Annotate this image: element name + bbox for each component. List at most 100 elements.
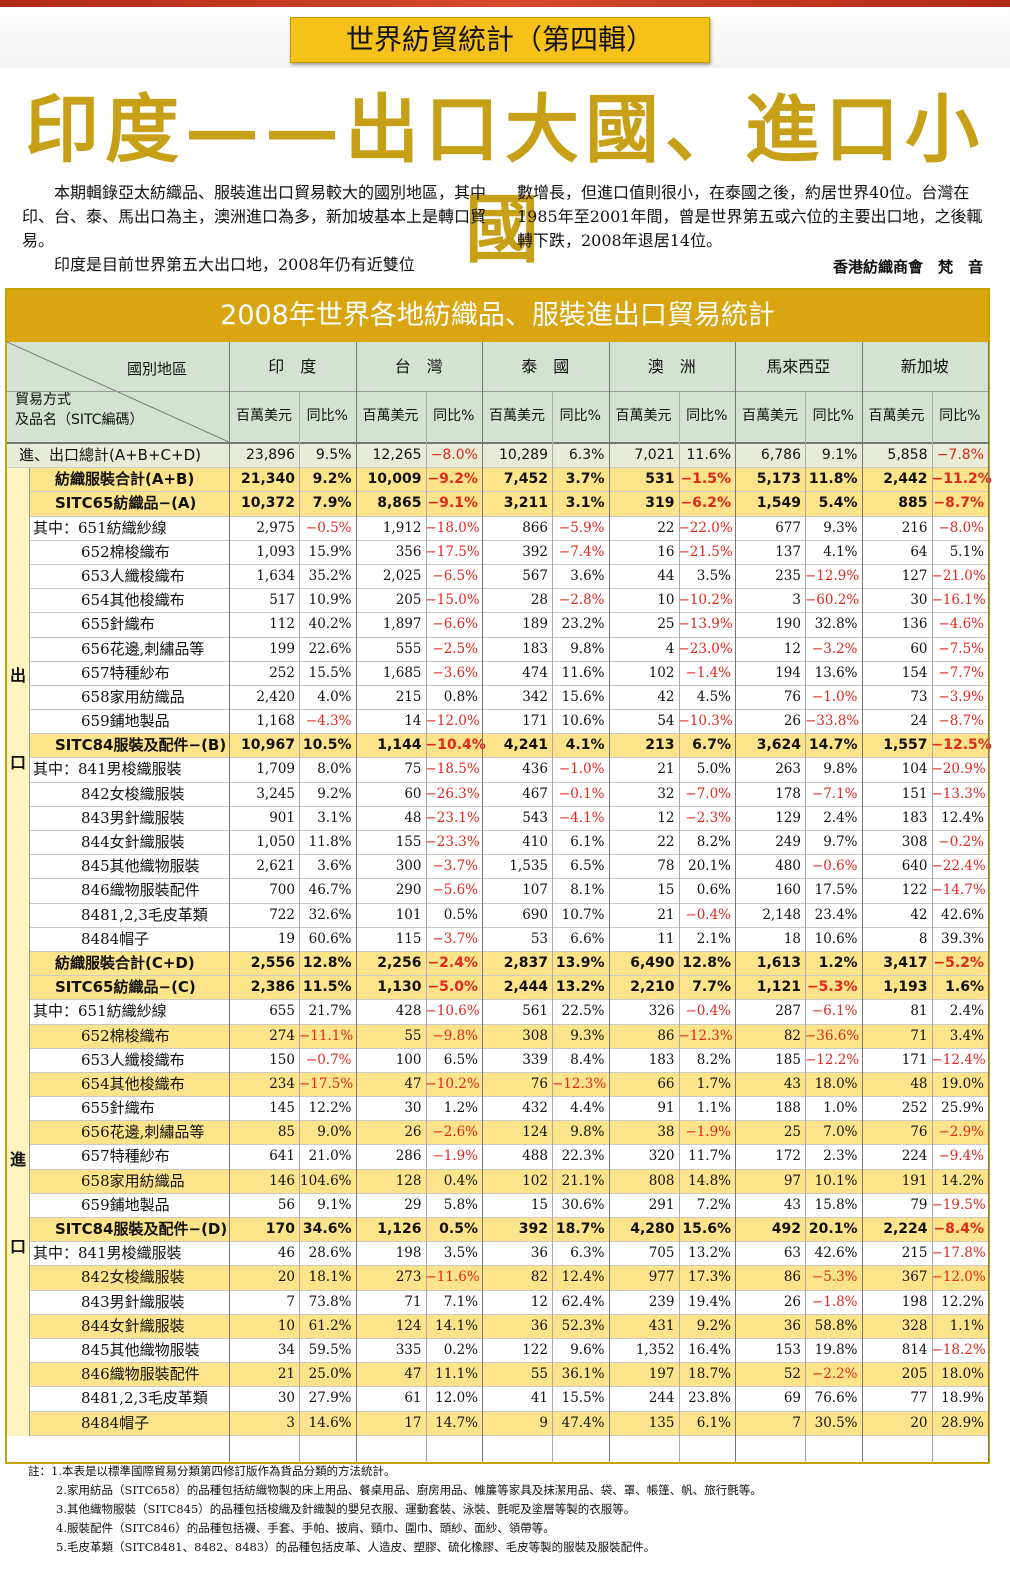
yoy-cell: 10.5%	[302, 737, 352, 754]
yoy-cell: −36.6%	[805, 1027, 860, 1044]
value-cell: 3,245	[256, 785, 295, 802]
value-cell: 29	[404, 1196, 422, 1213]
row-label: 8481,2,3毛皮革類	[81, 1389, 208, 1408]
corner-label-trade-line1: 貿易方式	[15, 392, 71, 408]
yoy-cell: −0.6%	[811, 858, 858, 875]
value-cell: 71	[404, 1293, 422, 1310]
row-label: 843男針織服裝	[81, 1292, 185, 1311]
yoy-cell: 8.1%	[570, 882, 605, 899]
value-cell: 30	[910, 592, 928, 609]
row-label: 654其他梭織布	[81, 591, 185, 610]
value-cell: 16	[657, 543, 675, 560]
yoy-cell: −18.2%	[931, 1341, 986, 1358]
yoy-cell: −10.3%	[678, 713, 733, 730]
subcolumn-divider	[931, 391, 933, 1462]
value-cell: 10,967	[240, 737, 295, 754]
table-row: 其中：841男梭織服裝 1,709 8.0% 75 −18.5% 436 −1.0% 21 5.…	[7, 758, 988, 783]
value-cell: 216	[901, 519, 928, 536]
value-cell: 326	[648, 1003, 675, 1020]
row-label: 653人纖梭織布	[81, 1050, 185, 1069]
value-cell: 5,858	[887, 447, 928, 463]
value-cell: 42	[910, 906, 928, 923]
value-cell: 56	[277, 1196, 295, 1213]
value-cell: 30	[277, 1390, 295, 1407]
yoy-cell: 20.1%	[688, 858, 731, 875]
value-cell: 190	[775, 616, 801, 633]
value-cell: 150	[269, 1051, 295, 1068]
footnote: 註：1.本表是以標準國際貿易分類第四修訂版作為貨品分類的方法統計。	[28, 1464, 396, 1478]
value-cell: 78	[657, 858, 675, 875]
export-section-label: 出口	[7, 468, 30, 953]
yoy-cell: −8.0%	[430, 447, 478, 463]
row-label: 其中：651紡織紗線	[33, 1002, 167, 1021]
headline: 印度——出口大國、進口小國	[25, 87, 985, 273]
value-cell: 11	[657, 930, 675, 947]
value-cell: 1,168	[256, 713, 295, 730]
yoy-cell: 73.8%	[308, 1293, 352, 1310]
yoy-cell: −10.2%	[425, 1075, 480, 1092]
yoy-cell: −8.7%	[938, 713, 984, 730]
value-cell: 122	[522, 1341, 548, 1358]
yoy-cell: −9.2%	[427, 471, 478, 488]
import-section-label-char2: 口	[9, 1236, 26, 1256]
value-cell: 866	[522, 519, 548, 536]
row-label: 842女梭織服裝	[81, 1268, 185, 1287]
corner-label-trade-line2: 及品名（SITC編碼）	[15, 412, 144, 428]
value-cell: 308	[522, 1027, 548, 1044]
value-cell: 73	[910, 688, 928, 705]
yoy-cell: −17.8%	[931, 1245, 986, 1262]
value-cell: 2,148	[762, 906, 801, 923]
row-label: 659鋪地製品	[81, 712, 170, 731]
yoy-cell: 30.5%	[814, 1414, 858, 1431]
yoy-cell: −22.0%	[678, 519, 733, 536]
yoy-cell: 10.1%	[814, 1172, 858, 1189]
value-cell: 1,549	[756, 495, 801, 512]
value-cell: 2,444	[503, 979, 548, 996]
yoy-cell: 11.1%	[435, 1366, 478, 1383]
value-cell: 335	[395, 1341, 422, 1358]
yoy-cell: 12.2%	[941, 1293, 984, 1310]
yoy-cell: 4.0%	[317, 688, 352, 705]
yoy-cell: 10.7%	[561, 906, 605, 923]
yoy-cell: 19.8%	[814, 1341, 858, 1358]
value-cell: 1,093	[256, 543, 295, 560]
value-cell: 23,896	[246, 447, 295, 463]
value-cell: 641	[269, 1148, 295, 1165]
value-cell: 814	[901, 1341, 928, 1358]
value-cell: 20	[910, 1414, 928, 1431]
author: 香港紡織商會 梵 音	[832, 258, 983, 276]
value-cell: 14	[404, 713, 422, 730]
yoy-cell: −0.4%	[685, 906, 731, 923]
value-cell: 2,556	[250, 954, 295, 971]
value-cell: 3,211	[503, 495, 548, 512]
value-cell: 102	[522, 1172, 548, 1189]
yoy-cell: 10.6%	[814, 930, 858, 947]
yoy-cell: −33.8%	[805, 713, 860, 730]
yoy-cell: −12.3%	[678, 1027, 733, 1044]
table-row: 656花邊,刺繡品等 199 22.6% 555 −2.5% 183 9.8% 4 −23.0%…	[7, 638, 988, 662]
value-cell: 137	[775, 543, 801, 560]
value-cell: 124	[522, 1124, 548, 1141]
yoy-cell: 2.1%	[696, 930, 731, 947]
yoy-cell: 23.8%	[688, 1390, 731, 1407]
yoy-cell: −3.7%	[432, 930, 478, 947]
table-row: 其中：841男梭織服裝 46 28.6% 198 3.5% 36 6.3% 705 13.2% 6…	[7, 1242, 988, 1267]
yoy-cell: 18.0%	[941, 1366, 984, 1383]
yoy-cell: 76.6%	[814, 1390, 858, 1407]
yoy-cell: −12.5%	[931, 737, 992, 754]
yoy-cell: −16.1%	[931, 592, 986, 609]
value-cell: 392	[518, 1221, 548, 1237]
yoy-cell: −12.0%	[931, 1269, 986, 1286]
value-cell: 171	[901, 1051, 928, 1068]
yoy-cell: 9.3%	[570, 1027, 605, 1044]
value-cell: 25	[783, 1124, 801, 1141]
yoy-cell: 21.1%	[561, 1172, 605, 1189]
value-cell: 77	[910, 1390, 928, 1407]
value-cell: 129	[775, 809, 801, 826]
yoy-cell: 15.6%	[561, 688, 605, 705]
yoy-cell: 15.5%	[561, 1390, 605, 1407]
yoy-cell: 4.1%	[565, 737, 605, 754]
table-title: 2008年世界各地紡織品、服裝進出口貿易統計	[7, 290, 988, 342]
yoy-cell: 9.2%	[696, 1317, 731, 1334]
table-row: 657特種紗布 252 15.5% 1,685 −3.6% 474 11.6% 102 −1.4…	[7, 662, 988, 686]
